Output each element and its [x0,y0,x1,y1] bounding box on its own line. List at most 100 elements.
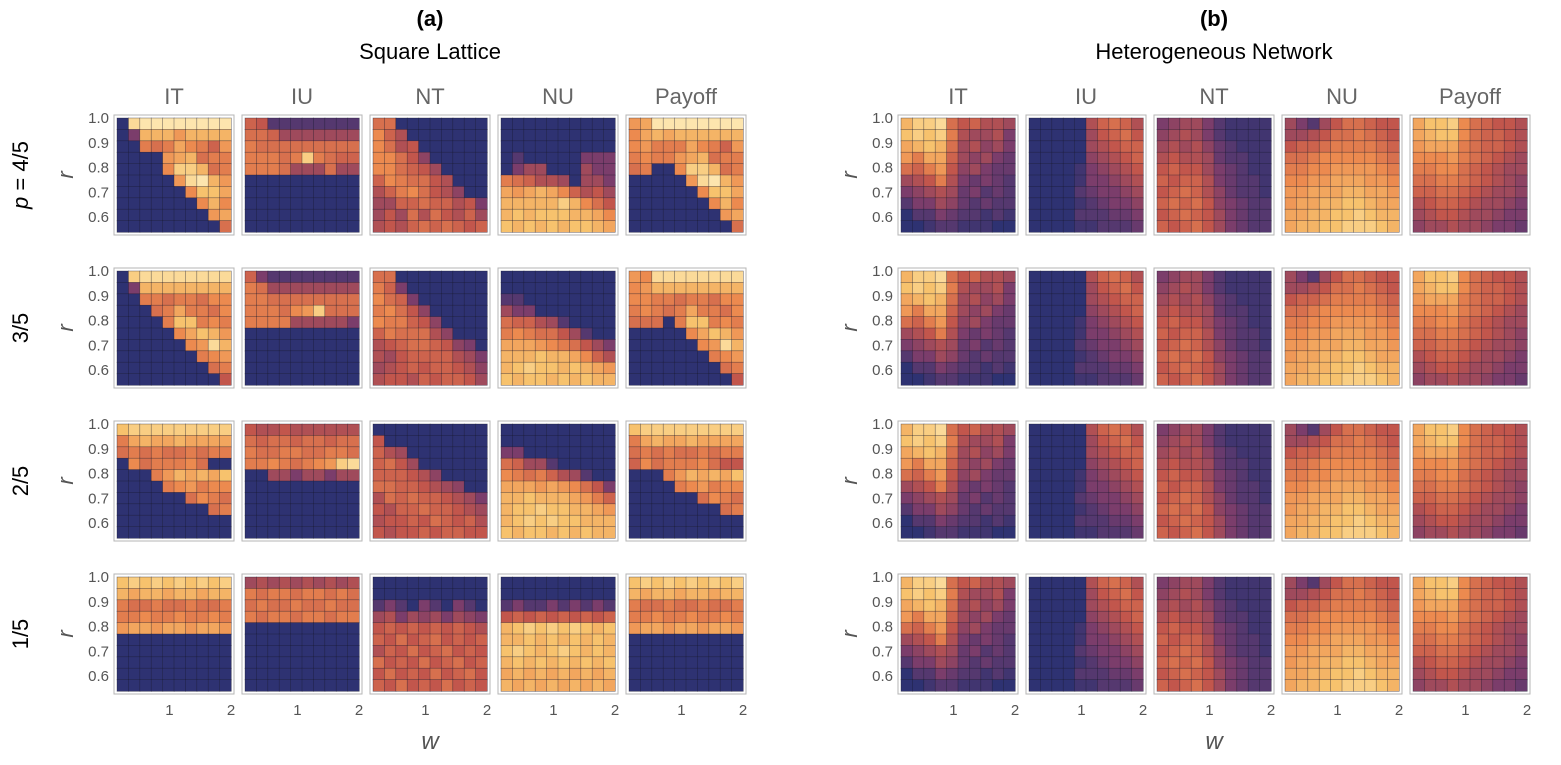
heatmap-cell [900,350,913,363]
heatmap-cell [406,480,420,493]
heatmap-cell [1108,373,1121,386]
heatmap-cell [1364,327,1377,340]
heatmap-cell [708,197,721,210]
heatmap-cell [569,373,582,386]
heatmap-cell [162,361,175,375]
heatmap-cell [591,576,605,589]
heatmap-cell [1375,282,1389,295]
heatmap-cell [934,503,948,516]
heatmap-cell [185,163,198,176]
heatmap-cell [1003,423,1016,436]
heatmap-cell [128,186,141,199]
heatmap-cell [429,633,442,646]
heatmap-cell [685,588,698,601]
heatmap-cell [569,186,582,199]
heatmap-cell [347,220,360,233]
heatmap-cell [957,645,970,658]
heatmap-cell [1097,480,1110,493]
heatmap-cell [1458,316,1471,329]
heatmap-cell [1202,361,1215,375]
heatmap-cell [1296,610,1309,624]
heatmap-cell [1307,435,1320,448]
heatmap-cell [335,645,349,658]
heatmap-cell [512,423,525,436]
heatmap-cell [1469,599,1482,612]
heatmap-cell [150,667,164,681]
heatmap-cell [685,361,698,375]
row-label: p = 4/5 [8,141,33,210]
heatmap-cell [1097,304,1110,318]
heatmap-cell [912,679,925,692]
heatmap-cell [662,526,676,539]
heatmap-cell [662,667,676,681]
heatmap-cell [150,129,164,142]
heatmap-cell [500,622,513,635]
heatmap-cell [452,457,465,471]
heatmap-cell [1364,622,1377,635]
heatmap-cell [719,446,733,459]
heatmap-cell [662,151,676,165]
heatmap-cell [1225,480,1238,493]
heatmap-cell [534,304,548,318]
heatmap-cell [372,163,385,176]
heatmap-cell [372,622,385,635]
heatmap-cell [441,667,454,681]
heatmap-cell [335,667,349,681]
heatmap-cell [523,373,536,386]
heatmap-cell [1492,220,1505,233]
heatmap-cell [395,667,408,681]
heatmap-cell [1074,435,1087,448]
heatmap-cell [1190,197,1204,210]
heatmap-iu [1028,117,1144,233]
heatmap-cell [429,622,442,635]
heatmap-cell [406,140,420,153]
heatmap-cell [1168,270,1181,283]
heatmap-cell [1225,588,1238,601]
heatmap-cell [523,526,536,539]
heatmap-cell [1435,610,1448,624]
heatmap-cell [1492,679,1505,692]
heatmap-cell [1446,220,1460,233]
heatmap-cell [128,480,141,493]
heatmap-cell [441,129,454,142]
heatmap-cell [1247,293,1261,306]
heatmap-cell [219,588,232,601]
heatmap-cell [347,588,360,601]
heatmap-cell [256,316,269,329]
heatmap-cell [1247,208,1261,222]
heatmap-cell [1062,304,1076,318]
heatmap-cell [475,117,488,130]
heatmap-cell [512,293,525,306]
heatmap-cell [957,316,970,329]
heatmap-cell [324,140,337,153]
heatmap-cell [1364,140,1377,153]
heatmap-cell [475,622,488,635]
heatmap-cell [256,633,269,646]
heatmap-cell [219,220,232,233]
heatmap-cell [1074,457,1087,471]
heatmap-cell [335,503,349,516]
heatmap-cell [1375,514,1389,528]
heatmap-cell [1307,373,1320,386]
heatmap-cell [1503,633,1517,646]
heatmap-cell [900,304,913,318]
heatmap-cell [372,446,385,459]
heatmap-cell [1247,526,1261,539]
column-header: Payoff [655,84,718,109]
heatmap-frame [497,114,619,236]
heatmap-cell [685,480,698,493]
heatmap-cell [1119,163,1133,176]
heatmap-cell [1364,469,1377,482]
heatmap-cell [1330,293,1343,306]
heatmap-cell [1492,633,1505,646]
heatmap-nu [500,576,616,692]
heatmap-cell [969,526,982,539]
heatmap-cell [1040,423,1053,436]
heatmap-cell [1051,469,1064,482]
heatmap-cell [207,293,221,306]
heatmap-cell [1156,327,1169,340]
heatmap-cell [1307,645,1320,658]
heatmap-cell [580,610,593,624]
heatmap-cell [708,435,721,448]
heatmap-cell [1085,679,1098,692]
